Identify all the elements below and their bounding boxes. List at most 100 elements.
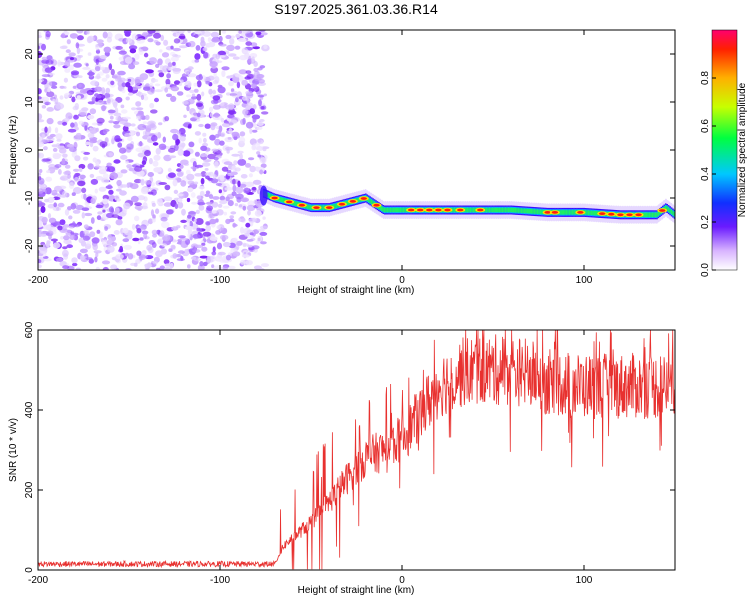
noise-speckle — [242, 30, 251, 34]
noise-speckle — [263, 93, 268, 97]
noise-speckle — [115, 219, 123, 226]
noise-speckle — [211, 148, 219, 152]
track-core — [517, 208, 520, 213]
colorbar-gradient — [711, 29, 738, 271]
noise-speckle — [51, 189, 58, 196]
noise-speckle — [109, 172, 119, 180]
track-core — [516, 208, 519, 213]
noise-speckle — [247, 210, 251, 216]
noise-speckle — [148, 157, 153, 165]
noise-speckle — [107, 245, 115, 253]
noise-speckle — [48, 72, 55, 76]
noise-speckle — [121, 82, 127, 88]
noise-speckle — [243, 187, 250, 194]
noise-speckle — [158, 122, 163, 126]
noise-speckle — [179, 79, 184, 84]
noise-speckle — [147, 262, 152, 269]
noise-speckle — [219, 140, 225, 146]
noise-speckle — [108, 120, 114, 124]
track-core — [514, 208, 517, 213]
noise-speckle — [163, 259, 170, 265]
track-core — [402, 207, 405, 213]
noise-speckle — [231, 191, 237, 196]
track-core — [669, 208, 671, 213]
noise-speckle — [251, 186, 257, 191]
track-core — [507, 207, 510, 213]
noise-speckle — [176, 168, 182, 172]
noise-speckle — [239, 183, 247, 188]
track-core — [471, 207, 473, 213]
noise-speckle — [130, 183, 139, 190]
noise-speckle — [164, 184, 171, 191]
noise-speckle — [94, 101, 100, 105]
snr-series-line — [38, 330, 675, 570]
noise-speckle — [87, 52, 92, 56]
noise-speckle — [242, 96, 248, 101]
noise-speckle — [47, 213, 52, 219]
noise-speckle — [59, 45, 68, 50]
noise-speckle — [139, 77, 144, 83]
noise-speckle — [186, 197, 191, 203]
track-core — [491, 207, 494, 213]
noise-speckle — [70, 122, 75, 128]
noise-speckle — [158, 143, 167, 150]
track-core — [659, 210, 661, 215]
noise-speckle — [46, 107, 54, 112]
noise-speckle — [198, 123, 204, 128]
noise-speckle — [259, 119, 265, 122]
noise-speckle-layer — [38, 30, 270, 270]
noise-speckle — [88, 70, 93, 77]
noise-speckle — [262, 216, 266, 220]
noise-speckle — [153, 32, 161, 39]
noise-speckle — [188, 141, 195, 148]
noise-speckle — [203, 159, 212, 163]
noise-speckle — [184, 225, 194, 231]
noise-speckle — [93, 250, 102, 254]
noise-speckle — [105, 87, 111, 94]
noise-speckle — [256, 74, 265, 79]
noise-speckle — [101, 260, 111, 265]
noise-speckle — [193, 258, 202, 262]
noise-speckle — [230, 88, 235, 93]
noise-speckle — [257, 121, 264, 127]
track-core — [367, 197, 370, 203]
noise-speckle — [38, 264, 42, 269]
noise-speckle — [62, 249, 69, 257]
noise-speckle — [204, 77, 212, 82]
noise-speckle — [184, 249, 189, 257]
noise-speckle — [137, 91, 142, 97]
noise-speckle — [221, 122, 231, 128]
noise-speckle — [181, 240, 185, 248]
noise-speckle — [95, 204, 104, 209]
noise-speckle — [202, 162, 211, 167]
noise-speckle — [177, 250, 185, 254]
noise-speckle — [136, 38, 145, 44]
noise-speckle — [170, 244, 176, 250]
noise-speckle — [177, 198, 183, 203]
noise-speckle — [167, 167, 172, 173]
noise-speckle — [71, 257, 78, 264]
noise-speckle — [63, 92, 72, 98]
noise-speckle — [202, 231, 212, 237]
noise-speckle — [231, 116, 240, 123]
noise-speckle — [92, 145, 99, 152]
noise-speckle — [242, 49, 251, 54]
noise-speckle — [188, 123, 192, 128]
noise-speckle — [66, 39, 71, 45]
noise-speckle — [59, 95, 64, 100]
noise-speckle — [213, 157, 219, 161]
noise-speckle — [104, 92, 111, 99]
noise-speckle — [212, 95, 221, 101]
noise-speckle — [204, 193, 210, 197]
noise-speckle — [179, 45, 188, 49]
track-core — [382, 207, 385, 212]
noise-speckle — [135, 107, 144, 111]
noise-speckle — [212, 104, 221, 110]
noise-speckle — [136, 228, 142, 234]
track-core — [394, 207, 396, 213]
noise-speckle — [78, 120, 85, 126]
noise-speckle — [231, 131, 240, 137]
noise-speckle — [119, 245, 123, 253]
noise-speckle — [177, 149, 184, 156]
